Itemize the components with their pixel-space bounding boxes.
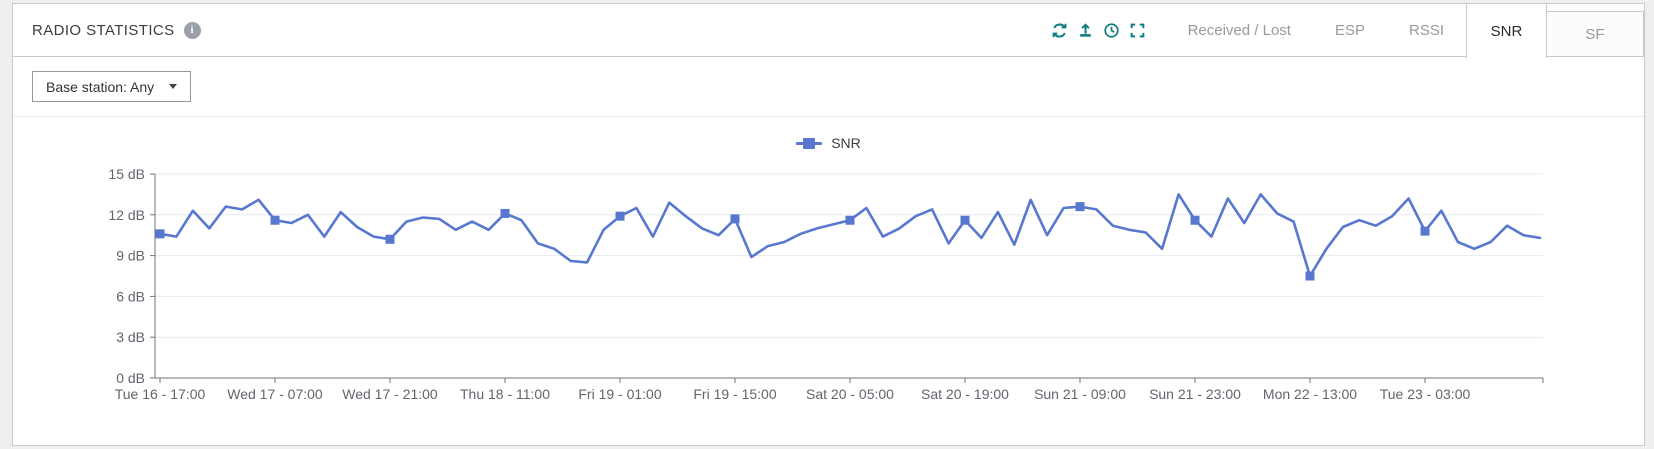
legend-label: SNR bbox=[831, 135, 861, 151]
filter-row: Base station: Any bbox=[32, 71, 1644, 102]
chart-legend: SNR bbox=[13, 135, 1644, 151]
panel-title: RADIO STATISTICS bbox=[32, 21, 175, 39]
base-station-dropdown[interactable]: Base station: Any bbox=[32, 71, 192, 102]
tab-sf[interactable]: SF bbox=[1547, 11, 1644, 57]
legend-item-snr[interactable]: SNR bbox=[796, 135, 861, 151]
svg-text:Tue 16 - 17:00: Tue 16 - 17:00 bbox=[115, 386, 206, 402]
refresh-icon[interactable] bbox=[1051, 22, 1068, 39]
svg-text:Fri 19 - 01:00: Fri 19 - 01:00 bbox=[578, 386, 661, 402]
snr-chart: 0 dB 3 dB 6 dB 9 dB 12 dB 15 dB Tue 16 - 17:00… bbox=[13, 157, 1644, 409]
tab-esp[interactable]: ESP bbox=[1334, 22, 1365, 39]
svg-text:Thu 18 - 11:00: Thu 18 - 11:00 bbox=[460, 386, 550, 402]
export-icon[interactable] bbox=[1077, 22, 1094, 39]
base-station-dropdown-label: Base station: Any bbox=[46, 78, 155, 95]
svg-text:Sun 21 - 23:00: Sun 21 - 23:00 bbox=[1149, 386, 1241, 402]
svg-text:Wed 17 - 21:00: Wed 17 - 21:00 bbox=[342, 386, 438, 402]
svg-text:0 dB: 0 dB bbox=[116, 370, 145, 386]
time-range-icon[interactable] bbox=[1103, 22, 1120, 39]
svg-text:9 dB: 9 dB bbox=[116, 248, 145, 264]
radio-statistics-panel: RADIO STATISTICS i bbox=[12, 3, 1645, 446]
svg-text:12 dB: 12 dB bbox=[108, 207, 145, 223]
title-wrap: RADIO STATISTICS i bbox=[32, 21, 201, 39]
svg-text:15 dB: 15 dB bbox=[108, 166, 145, 182]
panel-header: RADIO STATISTICS i bbox=[13, 4, 1644, 58]
chevron-down-icon bbox=[169, 84, 178, 89]
svg-text:Sat 20 - 19:00: Sat 20 - 19:00 bbox=[921, 386, 1009, 402]
info-icon[interactable]: i bbox=[183, 21, 201, 39]
svg-text:Wed 17 - 07:00: Wed 17 - 07:00 bbox=[227, 386, 323, 402]
header-right: Received / Lost ESP RSSI SNR SF bbox=[1051, 4, 1644, 58]
tab-rssi[interactable]: RSSI bbox=[1408, 22, 1444, 39]
svg-text:Sun 21 - 09:00: Sun 21 - 09:00 bbox=[1034, 386, 1126, 402]
tab-snr[interactable]: SNR bbox=[1466, 4, 1547, 58]
filter-divider bbox=[13, 116, 1644, 117]
legend-line-marker bbox=[796, 137, 823, 149]
svg-text:Fri 19 - 15:00: Fri 19 - 15:00 bbox=[693, 386, 776, 402]
fullscreen-icon[interactable] bbox=[1129, 22, 1146, 39]
svg-text:Sat 20 - 05:00: Sat 20 - 05:00 bbox=[806, 386, 894, 402]
legend-square-marker bbox=[803, 137, 816, 149]
svg-text:6 dB: 6 dB bbox=[116, 288, 145, 304]
snr-line-chart-svg[interactable]: 0 dB 3 dB 6 dB 9 dB 12 dB 15 dB Tue 16 - 17:00… bbox=[13, 157, 1644, 409]
tab-received-lost[interactable]: Received / Lost bbox=[1187, 22, 1291, 39]
svg-text:3 dB: 3 dB bbox=[116, 329, 145, 345]
chart-toolbar bbox=[1051, 4, 1146, 57]
svg-text:Tue 23 - 03:00: Tue 23 - 03:00 bbox=[1380, 386, 1471, 402]
svg-text:Mon 22 - 13:00: Mon 22 - 13:00 bbox=[1263, 386, 1357, 402]
